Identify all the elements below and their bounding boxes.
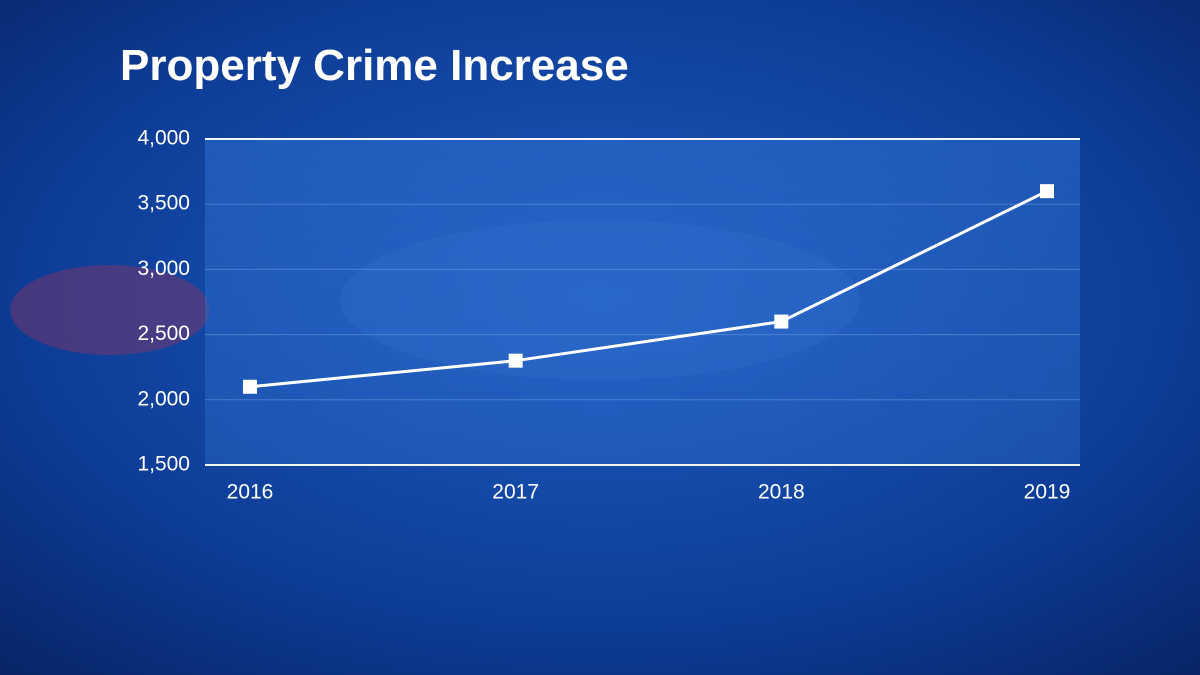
background-glow <box>10 265 210 355</box>
y-tick-label: 4,000 <box>137 127 190 150</box>
y-tick-label: 2,000 <box>137 387 190 410</box>
marker <box>508 353 523 368</box>
x-tick-label: 2018 <box>758 481 805 504</box>
y-tick-label: 3,000 <box>137 257 190 280</box>
y-tick-label: 1,500 <box>137 453 190 476</box>
line <box>249 189 1048 389</box>
marker <box>774 314 789 329</box>
x-tick-label: 2019 <box>1024 481 1071 504</box>
x-tick-label: 2016 <box>227 481 274 504</box>
x-tick-label: 2017 <box>492 481 539 504</box>
chart-title: Property Crime Increase <box>120 41 629 90</box>
marker <box>243 379 257 394</box>
marker <box>1040 184 1054 199</box>
y-tick-label: 3,500 <box>137 192 190 215</box>
y-tick-label: 2,500 <box>137 322 190 345</box>
plot-area <box>205 139 1080 465</box>
